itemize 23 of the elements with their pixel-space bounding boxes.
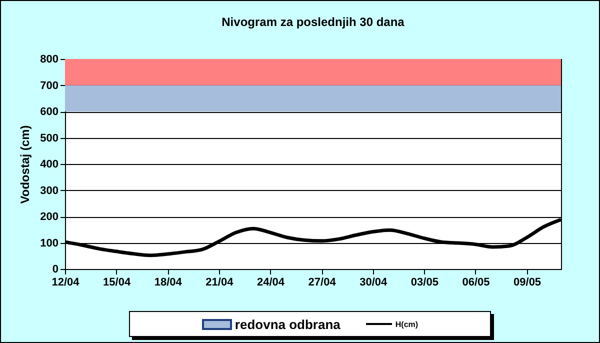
y-tick-label: 700 — [40, 80, 58, 92]
x-tick-label: 09/05 — [514, 276, 542, 288]
x-tick-label: 24/04 — [256, 276, 286, 288]
y-tick-label: 200 — [40, 211, 58, 223]
x-tick-label: 18/04 — [154, 276, 183, 288]
x-tick-label: 21/04 — [206, 276, 234, 288]
y-tick-label: 100 — [40, 237, 58, 250]
x-tick-label: 06/05 — [462, 276, 490, 288]
x-tick-label: 03/05 — [410, 276, 438, 288]
y-tick-label: 500 — [40, 132, 58, 144]
y-tick-label: 600 — [40, 106, 58, 118]
y-tick-label: 800 — [40, 54, 58, 66]
y-axis-title: Vodostaj (cm) — [18, 125, 32, 204]
x-tick-label: 30/04 — [360, 276, 388, 288]
legend-label: redovna odbrana — [234, 316, 340, 332]
chart-title: Nivogram za poslednjih 30 dana — [222, 15, 405, 29]
y-tick-label: 300 — [40, 184, 58, 197]
x-tick-label: 27/04 — [308, 276, 337, 288]
x-tick-label: 15/04 — [103, 276, 132, 288]
x-tick-label: 12/04 — [52, 276, 80, 288]
y-tick-label: 0 — [52, 264, 58, 276]
y-tick-label: 400 — [40, 158, 58, 170]
legend-label: H(cm) — [395, 320, 418, 328]
